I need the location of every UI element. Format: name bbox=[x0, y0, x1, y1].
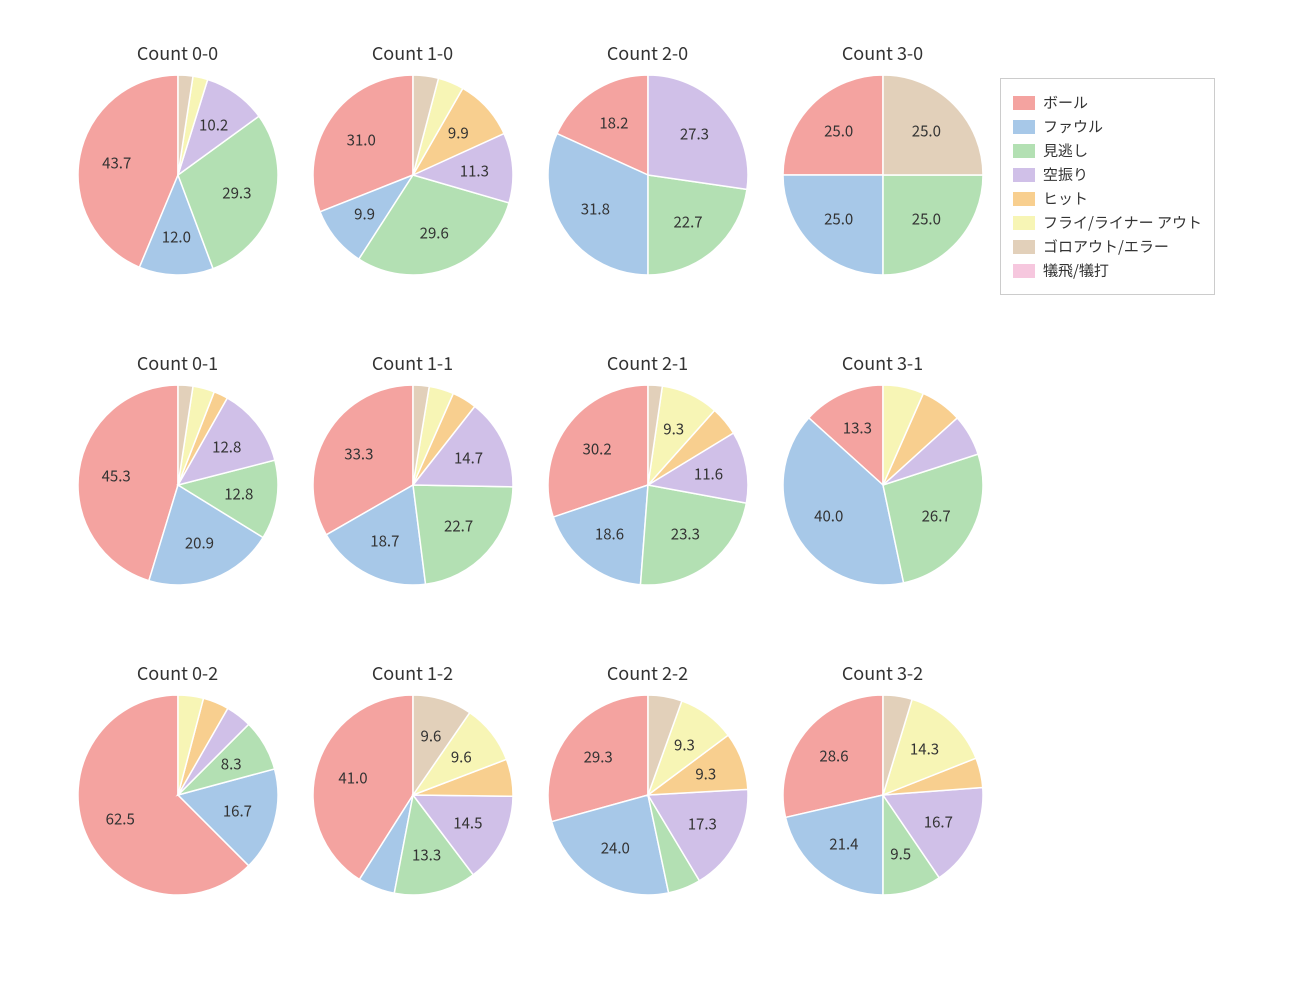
legend: ボールファウル見逃し空振りヒットフライ/ライナー アウトゴロアウト/エラー犠飛/… bbox=[1000, 78, 1215, 295]
slice-label-groundout: 9.6 bbox=[420, 725, 441, 746]
pie-chart bbox=[78, 695, 278, 895]
legend-label: ファウル bbox=[1043, 116, 1103, 137]
legend-swatch-swing bbox=[1013, 168, 1035, 182]
slice-label-look: 29.6 bbox=[420, 223, 449, 244]
pie-chart bbox=[783, 695, 983, 895]
legend-swatch-ball bbox=[1013, 96, 1035, 110]
slice-label-foul: 18.7 bbox=[370, 530, 399, 551]
slice-label-ball: 30.2 bbox=[583, 438, 612, 459]
slice-label-hit: 9.3 bbox=[695, 763, 716, 784]
legend-item-swing: 空振り bbox=[1013, 164, 1202, 185]
slice-label-look: 29.3 bbox=[222, 182, 251, 203]
chart-title: Count 2-2 bbox=[538, 660, 758, 686]
legend-swatch-hit bbox=[1013, 192, 1035, 206]
legend-item-flyout: フライ/ライナー アウト bbox=[1013, 212, 1202, 233]
legend-item-look: 見逃し bbox=[1013, 140, 1202, 161]
legend-label: 空振り bbox=[1043, 164, 1088, 185]
slice-label-foul: 25.0 bbox=[824, 208, 853, 229]
slice-label-swing: 11.6 bbox=[694, 463, 723, 484]
slice-label-swing: 16.7 bbox=[924, 811, 953, 832]
slice-label-look: 23.3 bbox=[671, 524, 700, 545]
slice-label-ball: 18.2 bbox=[599, 112, 628, 133]
slice-label-ball: 13.3 bbox=[843, 418, 872, 439]
legend-label: ボール bbox=[1043, 92, 1088, 113]
chart-title: Count 2-0 bbox=[538, 40, 758, 66]
legend-swatch-flyout bbox=[1013, 216, 1035, 230]
legend-item-foul: ファウル bbox=[1013, 116, 1202, 137]
chart-title: Count 3-2 bbox=[773, 660, 993, 686]
legend-label: 見逃し bbox=[1043, 140, 1088, 161]
pie-chart bbox=[313, 385, 513, 585]
legend-swatch-foul bbox=[1013, 120, 1035, 134]
slice-label-look: 12.8 bbox=[224, 484, 253, 505]
slice-label-foul: 18.6 bbox=[595, 523, 624, 544]
chart-title: Count 0-0 bbox=[68, 40, 288, 66]
legend-label: ヒット bbox=[1043, 188, 1088, 209]
slice-label-ball: 28.6 bbox=[819, 746, 848, 767]
slice-label-look: 22.7 bbox=[444, 516, 473, 537]
slice-label-groundout: 25.0 bbox=[912, 121, 941, 142]
legend-item-groundout: ゴロアウト/エラー bbox=[1013, 236, 1202, 257]
pie-chart bbox=[783, 385, 983, 585]
slice-label-look: 8.3 bbox=[221, 753, 242, 774]
legend-label: フライ/ライナー アウト bbox=[1043, 212, 1202, 233]
slice-label-look: 22.7 bbox=[673, 211, 702, 232]
slice-label-swing: 10.2 bbox=[199, 114, 228, 135]
slice-label-ball: 33.3 bbox=[344, 443, 373, 464]
pie-chart bbox=[783, 75, 983, 275]
legend-swatch-groundout bbox=[1013, 240, 1035, 254]
slice-label-look: 25.0 bbox=[912, 208, 941, 229]
chart-title: Count 3-1 bbox=[773, 350, 993, 376]
slice-label-ball: 31.0 bbox=[347, 130, 376, 151]
legend-swatch-sac bbox=[1013, 264, 1035, 278]
legend-swatch-look bbox=[1013, 144, 1035, 158]
legend-item-hit: ヒット bbox=[1013, 188, 1202, 209]
slice-label-swing: 27.3 bbox=[680, 124, 709, 145]
chart-title: Count 2-1 bbox=[538, 350, 758, 376]
legend-item-ball: ボール bbox=[1013, 92, 1202, 113]
chart-grid: Count 0-0 43.7 12.0 29.3 10.2 Count 1-0 31.0 9.… bbox=[0, 0, 1300, 1000]
chart-title: Count 1-0 bbox=[303, 40, 523, 66]
legend-label: ゴロアウト/エラー bbox=[1043, 236, 1169, 257]
slice-label-ball: 29.3 bbox=[584, 747, 613, 768]
slice-label-ball: 41.0 bbox=[338, 767, 367, 788]
slice-label-swing: 17.3 bbox=[688, 814, 717, 835]
chart-title: Count 1-2 bbox=[303, 660, 523, 686]
slice-label-flyout: 14.3 bbox=[910, 739, 939, 760]
slice-label-swing: 11.3 bbox=[460, 160, 489, 181]
slice-label-swing: 14.7 bbox=[454, 448, 483, 469]
chart-title: Count 0-1 bbox=[68, 350, 288, 376]
slice-label-flyout: 9.3 bbox=[674, 735, 695, 756]
legend-label: 犠飛/犠打 bbox=[1043, 260, 1109, 281]
slice-label-hit: 9.9 bbox=[448, 123, 469, 144]
slice-label-look: 13.3 bbox=[412, 845, 441, 866]
legend-item-sac: 犠飛/犠打 bbox=[1013, 260, 1202, 281]
slice-label-ball: 43.7 bbox=[102, 152, 131, 173]
slice-label-ball: 45.3 bbox=[102, 465, 131, 486]
slice-label-look: 26.7 bbox=[922, 506, 951, 527]
slice-label-swing: 12.8 bbox=[212, 437, 241, 458]
slice-label-flyout: 9.6 bbox=[451, 746, 472, 767]
slice-label-look: 9.5 bbox=[890, 844, 911, 865]
pie-chart bbox=[548, 695, 748, 895]
slice-label-foul: 16.7 bbox=[223, 800, 252, 821]
pie-chart bbox=[548, 385, 748, 585]
slice-label-flyout: 9.3 bbox=[663, 418, 684, 439]
slice-label-foul: 21.4 bbox=[829, 833, 858, 854]
slice-label-foul: 9.9 bbox=[354, 204, 375, 225]
slice-label-ball: 25.0 bbox=[824, 121, 853, 142]
chart-title: Count 3-0 bbox=[773, 40, 993, 66]
pie-chart bbox=[548, 75, 748, 275]
slice-label-foul: 24.0 bbox=[601, 837, 630, 858]
chart-title: Count 1-1 bbox=[303, 350, 523, 376]
slice-label-swing: 14.5 bbox=[453, 812, 482, 833]
slice-label-foul: 40.0 bbox=[814, 505, 843, 526]
chart-title: Count 0-2 bbox=[68, 660, 288, 686]
slice-label-foul: 31.8 bbox=[581, 198, 610, 219]
slice-label-foul: 12.0 bbox=[162, 226, 191, 247]
slice-label-foul: 20.9 bbox=[185, 532, 214, 553]
slice-label-ball: 62.5 bbox=[106, 808, 135, 829]
